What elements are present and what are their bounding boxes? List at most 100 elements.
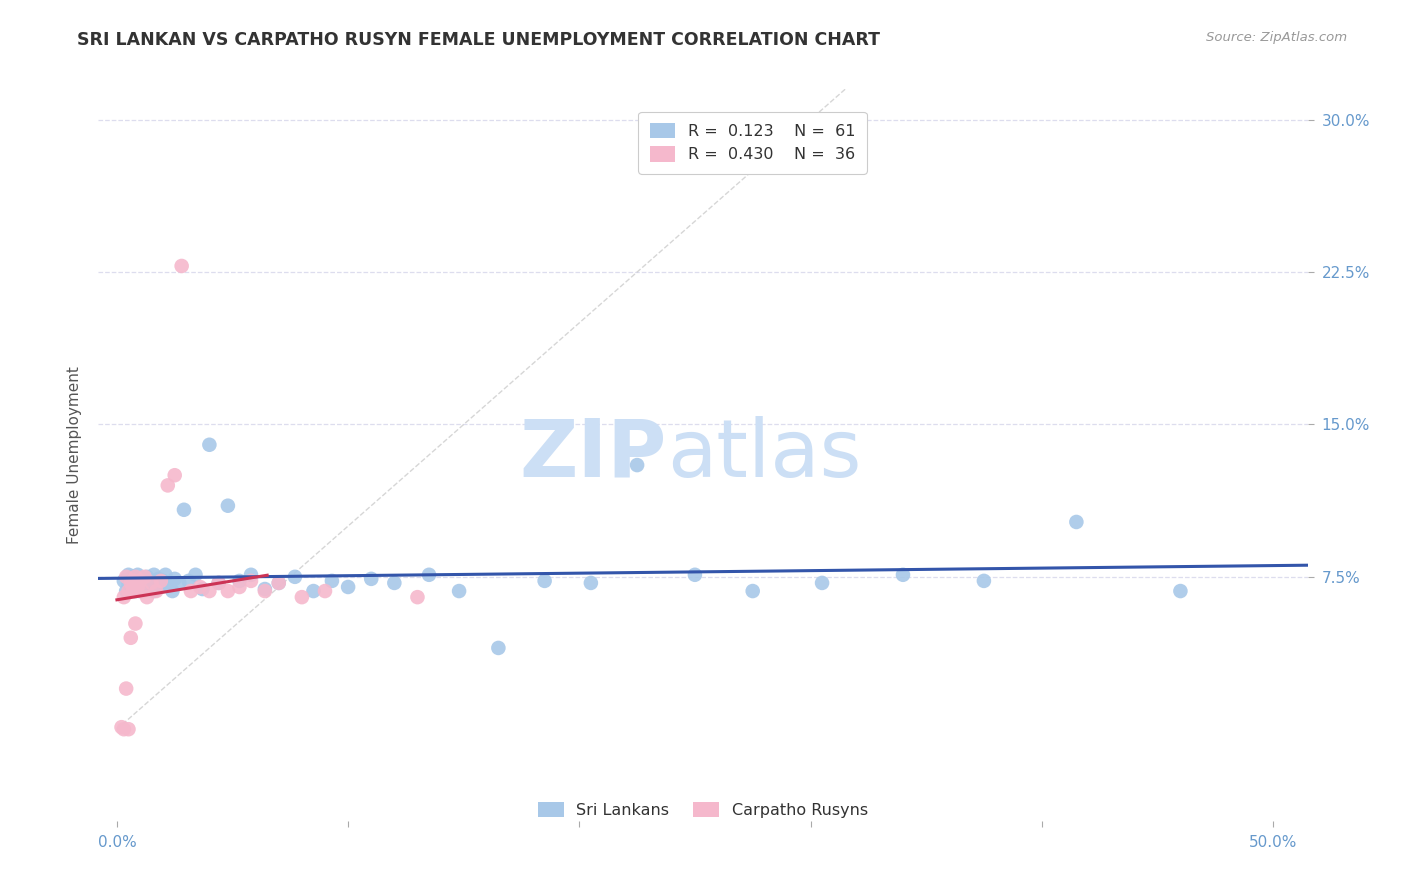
Point [117, 576, 139, 591]
Point [127, 580, 149, 594]
Point [117, 723, 139, 737]
Legend: Sri Lankans, Carpatho Rusyns: Sri Lankans, Carpatho Rusyns [529, 792, 877, 827]
Point [141, 576, 163, 591]
Point [131, 572, 153, 586]
Point [129, 584, 152, 599]
Point [134, 570, 156, 584]
Point [360, 572, 382, 586]
Point [124, 584, 146, 599]
Point [120, 631, 142, 645]
Point [314, 584, 336, 599]
Point [533, 574, 555, 588]
Point [134, 578, 156, 592]
Point [145, 576, 167, 591]
Point [208, 576, 231, 591]
Point [122, 574, 145, 588]
Point [115, 681, 138, 696]
Point [162, 584, 184, 599]
Point [120, 572, 142, 586]
Point [1170, 584, 1192, 599]
Point [382, 576, 405, 591]
Point [117, 584, 139, 599]
Point [131, 584, 153, 599]
Point [253, 582, 276, 596]
Point [148, 572, 170, 586]
Point [418, 567, 440, 582]
Point [152, 574, 174, 588]
Point [579, 576, 602, 591]
Point [449, 584, 471, 599]
Point [184, 567, 207, 582]
Point [124, 616, 146, 631]
Point [122, 578, 145, 592]
Point [110, 720, 132, 734]
Point [811, 576, 834, 591]
Text: Source: ZipAtlas.com: Source: ZipAtlas.com [1206, 31, 1347, 45]
Point [741, 584, 763, 599]
Point [240, 567, 263, 582]
Point [626, 458, 648, 472]
Point [198, 584, 221, 599]
Text: ZIP: ZIP [519, 416, 666, 494]
Point [124, 574, 146, 588]
Point [198, 438, 221, 452]
Point [486, 640, 509, 655]
Text: atlas: atlas [666, 416, 860, 494]
Point [240, 574, 263, 588]
Point [149, 580, 172, 594]
Point [406, 590, 429, 604]
Point [142, 567, 165, 582]
Point [112, 574, 135, 588]
Point [228, 574, 250, 588]
Point [127, 567, 149, 582]
Point [156, 478, 179, 492]
Point [138, 574, 160, 588]
Text: SRI LANKAN VS CARPATHO RUSYN FEMALE UNEMPLOYMENT CORRELATION CHART: SRI LANKAN VS CARPATHO RUSYN FEMALE UNEM… [77, 31, 880, 49]
Point [120, 576, 142, 591]
Point [173, 503, 195, 517]
Point [177, 574, 200, 588]
Point [112, 590, 135, 604]
Point [191, 582, 214, 596]
Point [337, 580, 360, 594]
Point [136, 590, 159, 604]
Point [129, 574, 152, 588]
Point [284, 570, 307, 584]
Y-axis label: Female Unemployment: Female Unemployment [67, 366, 83, 544]
Point [136, 570, 159, 584]
Point [228, 580, 250, 594]
Point [156, 578, 179, 592]
Point [321, 574, 343, 588]
Point [302, 584, 325, 599]
Point [1066, 515, 1088, 529]
Point [217, 499, 239, 513]
Point [217, 584, 239, 599]
Point [163, 468, 186, 483]
Point [208, 576, 231, 591]
Point [188, 580, 211, 594]
Point [170, 259, 193, 273]
Point [291, 590, 314, 604]
Point [124, 570, 146, 584]
Point [142, 584, 165, 599]
Point [117, 567, 139, 582]
Point [163, 572, 186, 586]
Point [267, 576, 290, 591]
Point [136, 582, 159, 596]
Point [180, 584, 202, 599]
Point [683, 567, 706, 582]
Point [120, 582, 142, 596]
Point [891, 567, 914, 582]
Point [267, 576, 290, 591]
Point [129, 576, 152, 591]
Point [253, 584, 276, 599]
Point [155, 567, 177, 582]
Point [115, 584, 138, 599]
Point [122, 584, 145, 599]
Point [112, 723, 135, 737]
Point [169, 576, 191, 591]
Point [973, 574, 995, 588]
Point [127, 580, 149, 594]
Point [141, 580, 163, 594]
Point [149, 574, 172, 588]
